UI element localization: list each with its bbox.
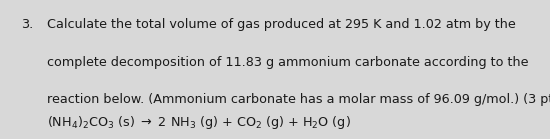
Text: reaction below. (Ammonium carbonate has a molar mass of 96.09 g/mol.) (3 pt): reaction below. (Ammonium carbonate has … bbox=[47, 93, 550, 106]
Text: Calculate the total volume of gas produced at 295 K and 1.02 atm by the: Calculate the total volume of gas produc… bbox=[47, 18, 515, 31]
Text: $\mathregular{(NH_4)_2CO_3}$ (s) $\rightarrow$ 2 $\mathregular{NH_3}$ (g) + $\ma: $\mathregular{(NH_4)_2CO_3}$ (s) $\right… bbox=[47, 114, 351, 131]
Text: 3.: 3. bbox=[21, 18, 33, 31]
Text: complete decomposition of 11.83 g ammonium carbonate according to the: complete decomposition of 11.83 g ammoni… bbox=[47, 56, 528, 69]
